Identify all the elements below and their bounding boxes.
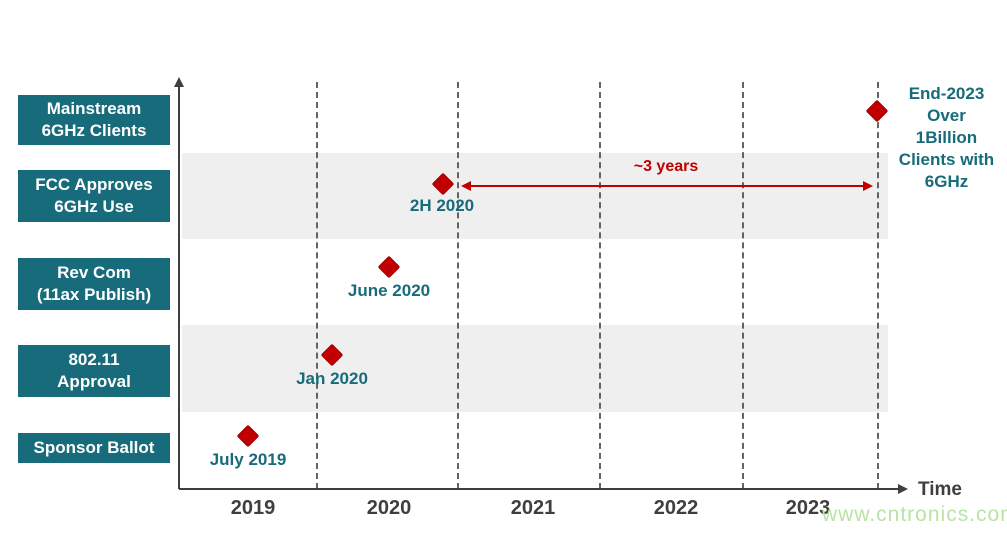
axis-arrow-up-icon — [174, 77, 184, 87]
row-label-sponsor-ballot: Sponsor Ballot — [18, 433, 170, 463]
milestone-diamond-july-2019 — [236, 424, 260, 448]
row-label-80211-approval: 802.11 Approval — [18, 345, 170, 397]
milestone-label-2h-2020: 2H 2020 — [409, 196, 475, 215]
row-label-rev-com-11ax-publish: Rev Com (11ax Publish) — [18, 258, 170, 310]
duration-label: ~3 years — [633, 158, 699, 175]
x-tick-2022: 2022 — [653, 497, 699, 519]
duration-arrow — [468, 185, 866, 187]
gridline-4 — [742, 82, 744, 489]
y-axis — [178, 86, 180, 489]
milestone-diamond-end-2023 — [865, 99, 889, 123]
row-band-80211 — [182, 325, 888, 412]
gridline-3 — [599, 82, 601, 489]
x-axis — [179, 488, 900, 490]
x-tick-2021: 2021 — [510, 497, 556, 519]
milestone-label-june-2020: June 2020 — [347, 281, 431, 300]
gridline-5 — [877, 82, 879, 489]
milestone-label-july-2019: July 2019 — [209, 450, 287, 469]
milestone-label-jan-2020: Jan 2020 — [296, 369, 368, 388]
row-band-fcc — [182, 153, 888, 239]
row-label-fcc-approves-6ghz-use: FCC Approves 6GHz Use — [18, 170, 170, 222]
axis-arrow-right-icon — [898, 484, 908, 494]
milestone-diamond-june-2020 — [377, 255, 401, 279]
arrow-left-icon — [461, 181, 471, 191]
x-tick-2020: 2020 — [366, 497, 412, 519]
x-tick-2023: 2023 — [785, 497, 831, 519]
arrow-right-icon — [863, 181, 873, 191]
x-tick-2019: 2019 — [230, 497, 276, 519]
gridline-1 — [316, 82, 318, 489]
gridline-2 — [457, 82, 459, 489]
watermark: www.cntronics.com — [822, 503, 1007, 526]
row-label-mainstream-6ghz-clients: Mainstream 6GHz Clients — [18, 95, 170, 145]
x-axis-label: Time — [918, 479, 963, 500]
end-note: End-2023 Over 1Billion Clients with 6GHz — [898, 84, 995, 191]
